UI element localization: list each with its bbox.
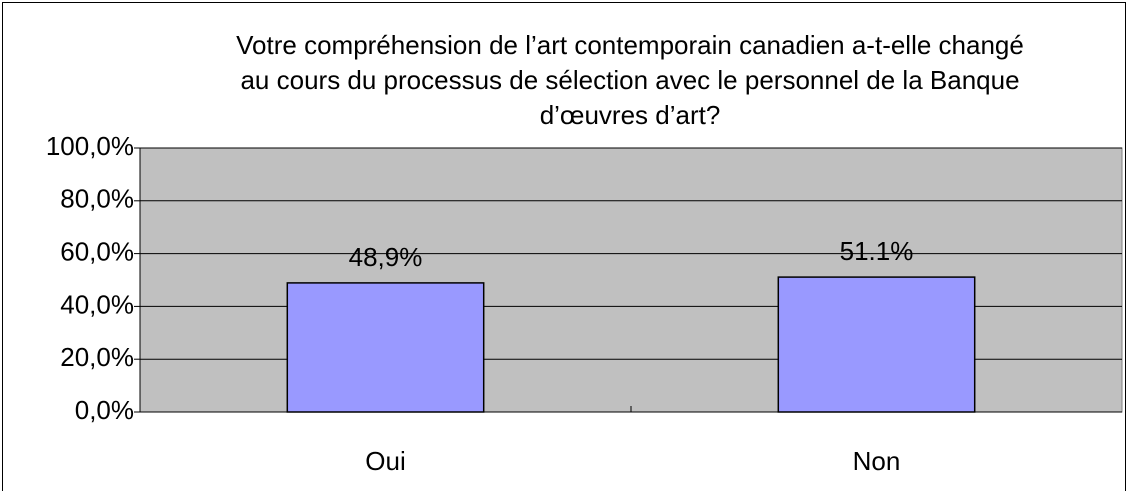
y-tick-label: 80,0% (60, 184, 134, 214)
y-tick-label: 60,0% (60, 236, 134, 266)
bar (777, 276, 976, 413)
x-tick-label: Non (853, 446, 901, 476)
x-tick-label: Oui (365, 446, 405, 476)
y-tick-label: 20,0% (60, 342, 134, 372)
chart-title: au cours du processus de sélection avec … (240, 65, 1019, 95)
y-tick-label: 40,0% (60, 289, 134, 319)
y-tick-label: 0,0% (75, 395, 134, 425)
chart-title: d’œuvres d’art? (540, 100, 721, 130)
y-tick-label: 100,0% (46, 131, 134, 161)
bar (286, 282, 485, 413)
data-label: 51.1% (840, 236, 914, 266)
chart-title: Votre compréhension de l’art contemporai… (236, 30, 1024, 60)
data-label: 48,9% (349, 242, 423, 272)
